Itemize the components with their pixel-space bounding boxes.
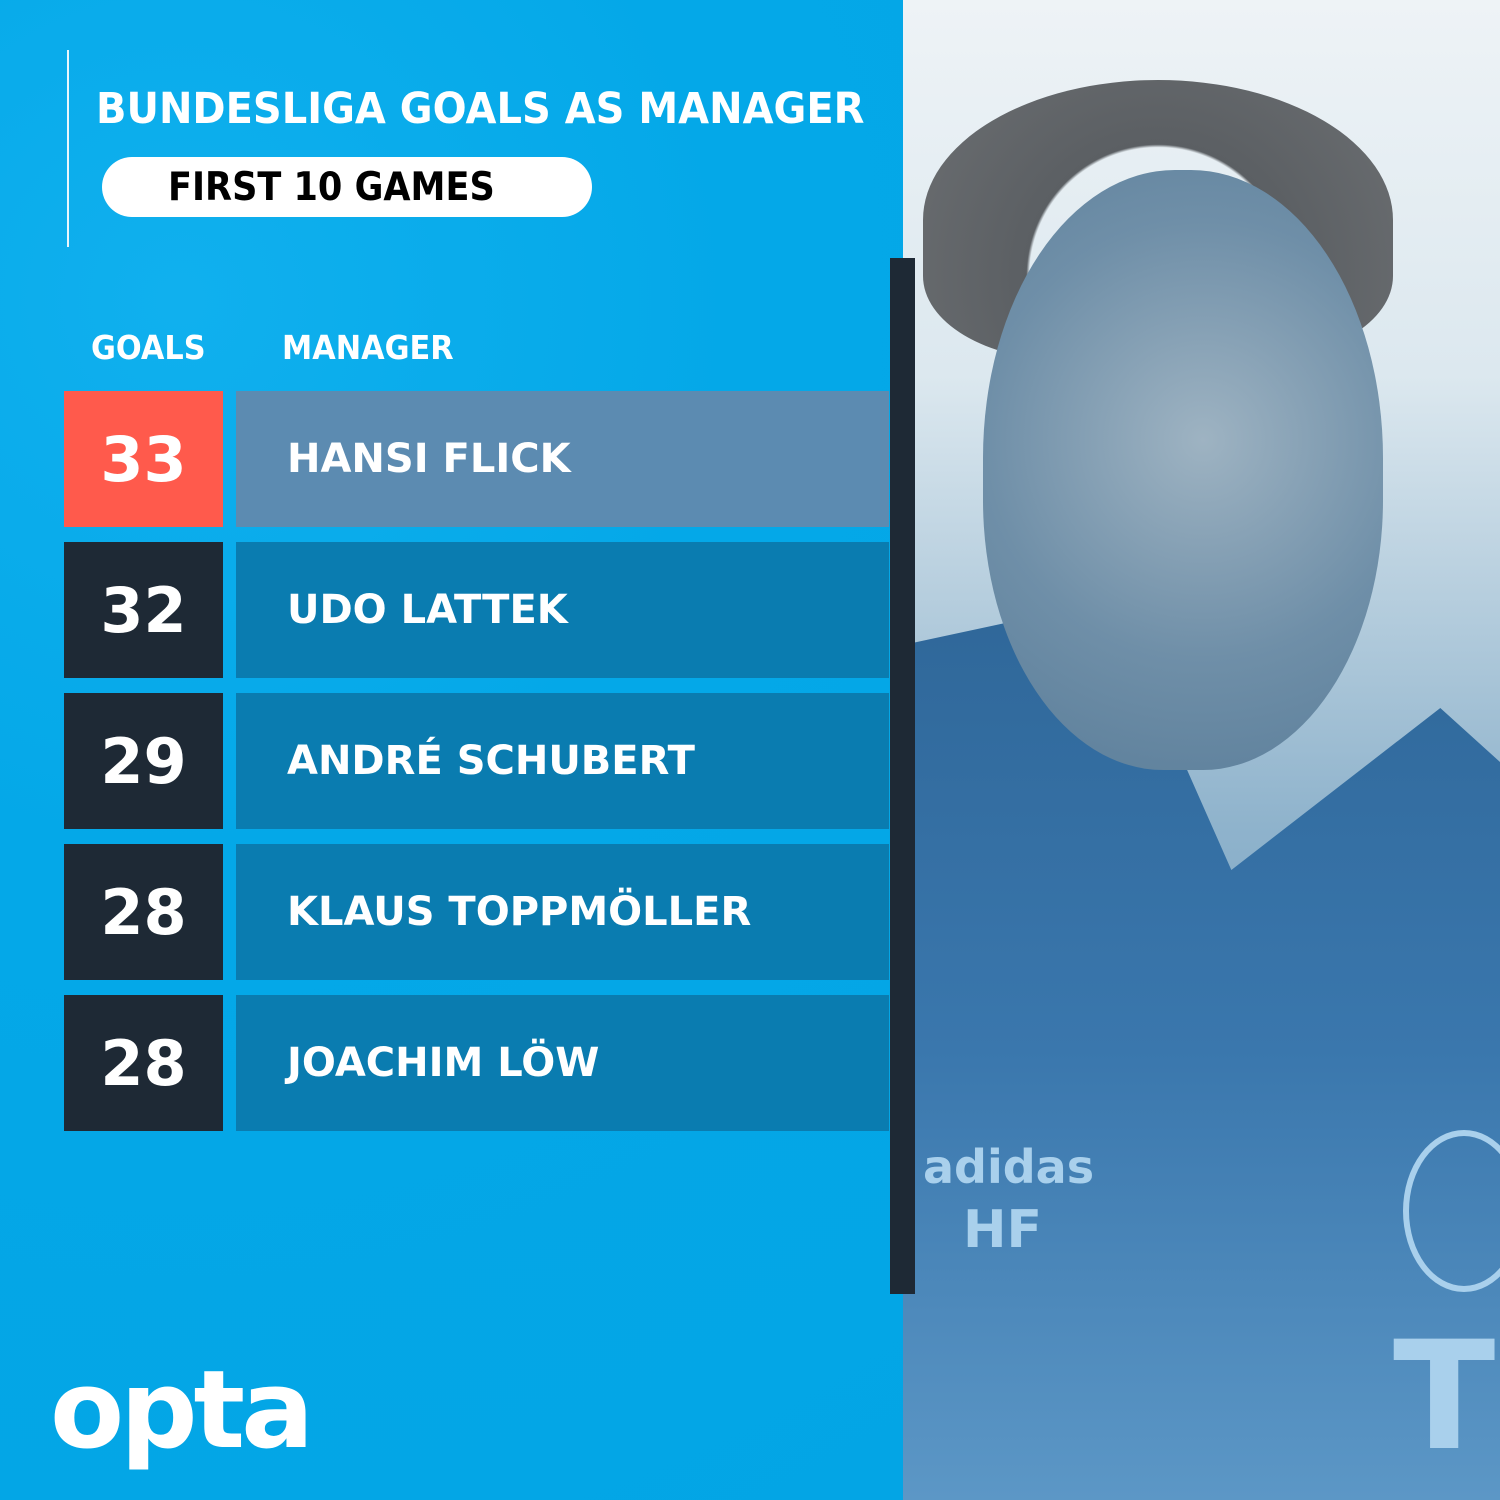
- opta-logo: opta: [50, 1348, 314, 1473]
- column-header-goals: GOALS: [91, 328, 206, 367]
- manager-name: ANDRÉ SCHUBERT: [236, 693, 889, 829]
- divider-bar: [890, 258, 915, 1294]
- manager-name: HANSI FLICK: [236, 391, 889, 527]
- table-row: 28 JOACHIM LÖW: [64, 995, 889, 1131]
- title-accent-line: [67, 50, 69, 247]
- manager-name: UDO LATTEK: [236, 542, 889, 678]
- table-row: 32 UDO LATTEK: [64, 542, 889, 678]
- jersey-initials: HF: [963, 1200, 1043, 1260]
- goals-value: 33: [64, 391, 223, 527]
- goals-value: 32: [64, 542, 223, 678]
- manager-name: KLAUS TOPPMÖLLER: [236, 844, 889, 980]
- table-row: 29 ANDRÉ SCHUBERT: [64, 693, 889, 829]
- manager-photo: adidas HF T: [903, 0, 1500, 1500]
- goals-value: 28: [64, 995, 223, 1131]
- sponsor-logo: T: [1393, 1310, 1496, 1484]
- manager-name: JOACHIM LÖW: [236, 995, 889, 1131]
- jersey-brand: adidas: [923, 1140, 1095, 1194]
- table-row: 33 HANSI FLICK: [64, 391, 889, 527]
- goals-value: 28: [64, 844, 223, 980]
- infographic-panel: BUNDESLIGA GOALS AS MANAGER FIRST 10 GAM…: [0, 0, 903, 1500]
- chart-subtitle: FIRST 10 GAMES: [168, 165, 495, 210]
- subtitle-pill: FIRST 10 GAMES: [102, 157, 592, 217]
- club-crest-icon: [1403, 1130, 1500, 1292]
- column-header-manager: MANAGER: [282, 328, 454, 367]
- chart-title: BUNDESLIGA GOALS AS MANAGER: [96, 84, 865, 134]
- goals-value: 29: [64, 693, 223, 829]
- table-row: 28 KLAUS TOPPMÖLLER: [64, 844, 889, 980]
- face-shape: [983, 170, 1383, 770]
